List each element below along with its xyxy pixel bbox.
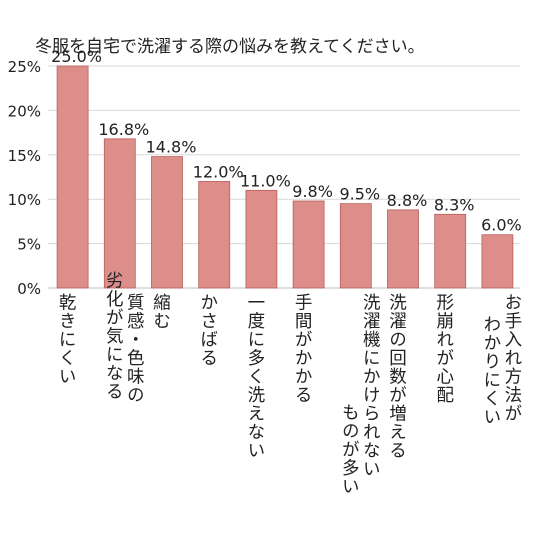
x-category-label-line: 劣化が気になる xyxy=(103,271,124,401)
bar-value-label: 6.0% xyxy=(481,216,522,235)
bar xyxy=(151,156,183,289)
y-tick-label: 25% xyxy=(8,58,41,76)
x-category-label: 縮む xyxy=(150,293,171,330)
x-category-label-line: 乾きにくい xyxy=(56,293,77,386)
bar xyxy=(103,138,136,289)
bar-value-label: 8.8% xyxy=(387,191,428,210)
x-category-label-line: 質感・色味の xyxy=(124,293,145,404)
x-category-label: 洗濯機にかけられない ものが多い xyxy=(338,293,380,496)
bar-value-label: 12.0% xyxy=(193,162,244,181)
x-category-label-line: 洗濯の回数が増える xyxy=(386,293,407,460)
bar xyxy=(245,189,278,289)
bar-value-label: 14.8% xyxy=(146,138,197,157)
bar-value-label: 11.0% xyxy=(240,171,291,190)
bar xyxy=(198,181,231,289)
chart-title: 冬服を自宅で洗濯する際の悩みを教えてください。 xyxy=(35,37,425,57)
x-category-label: 洗濯の回数が増える xyxy=(386,293,407,460)
x-category-label-line: 形崩れが心配 xyxy=(433,293,454,404)
x-category-label-line: 手間がかかる xyxy=(292,293,313,404)
bar-value-label: 9.5% xyxy=(339,185,380,204)
x-category-label-line: 縮む xyxy=(150,293,171,330)
bar xyxy=(434,213,467,289)
bar xyxy=(481,234,514,289)
bar-value-label: 9.8% xyxy=(292,182,333,201)
y-tick-label: 15% xyxy=(8,147,41,165)
x-category-label: 乾きにくい xyxy=(55,293,76,386)
x-category-label-line: 一度に多く洗えない xyxy=(244,293,265,460)
x-category-label: 一度に多く洗えない xyxy=(244,293,265,460)
y-tick-label: 10% xyxy=(8,191,41,209)
x-category-label-line: 洗濯機にかけられない xyxy=(360,293,381,478)
y-tick-label: 20% xyxy=(8,102,41,120)
bar-value-label: 8.3% xyxy=(434,195,475,214)
x-category-label: 形崩れが心配 xyxy=(433,293,454,404)
y-tick-label: 0% xyxy=(17,280,41,298)
bar xyxy=(292,200,325,289)
bar-value-label: 16.8% xyxy=(98,120,149,139)
x-category-label: お手入れ方法が わかりにくい xyxy=(480,293,522,426)
x-category-label-line: お手入れ方法が xyxy=(501,293,522,423)
bar xyxy=(56,65,89,289)
x-category-label-line: わかりにくい xyxy=(480,315,501,426)
x-category-label: 手間がかかる xyxy=(291,293,312,404)
y-tick-label: 5% xyxy=(17,236,41,254)
x-category-label: 質感・色味の 劣化が気になる xyxy=(102,271,145,404)
bar xyxy=(387,209,419,289)
x-category-label-line: かさばる xyxy=(197,293,218,367)
bar-value-label: 25.0% xyxy=(51,47,102,66)
bar xyxy=(339,203,372,289)
x-category-label-line: ものが多い xyxy=(339,403,360,496)
x-category-label: かさばる xyxy=(197,293,218,367)
